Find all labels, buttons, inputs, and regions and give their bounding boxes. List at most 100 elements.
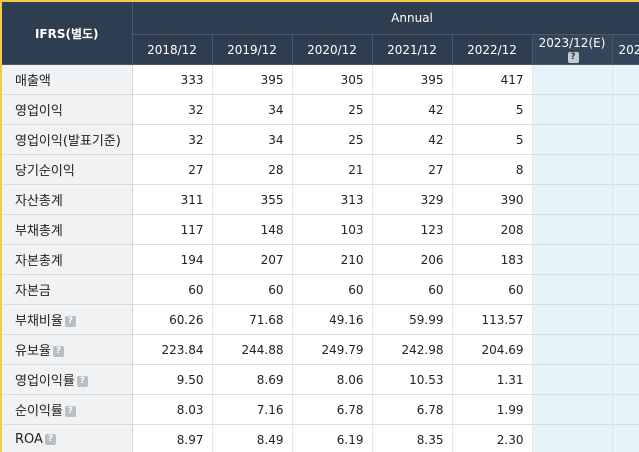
value-cell: 417 xyxy=(452,64,533,95)
estimate-cell xyxy=(612,424,639,452)
year-header: 2018/12 xyxy=(132,34,213,65)
value-cell: 60 xyxy=(452,274,533,305)
row-label-cell: 영업이익률? xyxy=(2,364,133,395)
estimate-cell xyxy=(532,154,613,185)
value-cell: 60.26 xyxy=(132,304,213,335)
estimate-year-label: 2023/12(E) xyxy=(538,35,606,50)
year-header: 2019/12 xyxy=(212,34,293,65)
estimate-cell xyxy=(612,184,639,215)
estimate-cell xyxy=(612,394,639,425)
value-cell: 117 xyxy=(132,214,213,245)
value-cell: 223.84 xyxy=(132,334,213,365)
value-cell: 8 xyxy=(452,154,533,185)
estimate-cell xyxy=(532,334,613,365)
row-label-cell: 부채비율? xyxy=(2,304,133,335)
value-cell: 7.16 xyxy=(212,394,293,425)
row-label: 매출액 xyxy=(15,74,51,89)
year-header: 2021/12 xyxy=(372,34,453,65)
value-cell: 103 xyxy=(292,214,373,245)
estimate-cell xyxy=(612,274,639,305)
table-row: ROA? 8.97 8.49 6.19 8.35 2.30 xyxy=(2,424,639,452)
row-label: 당기순이익 xyxy=(15,164,75,179)
table-row: 유보율? 223.84 244.88 249.79 242.98 204.69 xyxy=(2,334,639,365)
estimate-cell xyxy=(612,214,639,245)
value-cell: 206 xyxy=(372,244,453,275)
corner-header: IFRS(별도) xyxy=(2,2,133,65)
value-cell: 194 xyxy=(132,244,213,275)
value-cell: 27 xyxy=(132,154,213,185)
row-label-cell: 당기순이익 xyxy=(2,154,133,185)
value-cell: 34 xyxy=(212,124,293,155)
help-icon[interactable]: ? xyxy=(567,51,579,63)
estimate-cell xyxy=(532,304,613,335)
table-row: 영업이익(발표기준) 32 34 25 42 5 xyxy=(2,124,639,155)
estimate-cell xyxy=(532,244,613,275)
value-cell: 305 xyxy=(292,64,373,95)
value-cell: 244.88 xyxy=(212,334,293,365)
row-label-cell: 영업이익(발표기준) xyxy=(2,124,133,155)
estimate-cell xyxy=(532,64,613,95)
row-label: 영업이익률 xyxy=(15,374,75,389)
value-cell: 34 xyxy=(212,94,293,125)
value-cell: 395 xyxy=(372,64,453,95)
row-label: 자본금 xyxy=(15,284,51,299)
row-label: 유보율 xyxy=(15,344,51,359)
value-cell: 183 xyxy=(452,244,533,275)
value-cell: 27 xyxy=(372,154,453,185)
estimate-cell xyxy=(612,364,639,395)
year-header: 2020/12 xyxy=(292,34,373,65)
value-cell: 333 xyxy=(132,64,213,95)
annual-group-header: Annual xyxy=(132,2,639,35)
row-label: 자산총계 xyxy=(15,194,63,209)
row-label-cell: 자본금 xyxy=(2,274,133,305)
row-label: 영업이익 xyxy=(15,104,63,119)
value-cell: 32 xyxy=(132,124,213,155)
estimate-cell xyxy=(612,154,639,185)
help-icon[interactable]: ? xyxy=(64,406,76,417)
value-cell: 6.19 xyxy=(292,424,373,452)
row-label: 자본총계 xyxy=(15,254,63,269)
table-row: 영업이익률? 9.50 8.69 8.06 10.53 1.31 xyxy=(2,364,639,395)
estimate-cell xyxy=(532,94,613,125)
help-icon[interactable]: ? xyxy=(64,316,76,327)
value-cell: 113.57 xyxy=(452,304,533,335)
value-cell: 8.35 xyxy=(372,424,453,452)
estimate-cell xyxy=(612,124,639,155)
value-cell: 355 xyxy=(212,184,293,215)
value-cell: 8.69 xyxy=(212,364,293,395)
value-cell: 71.68 xyxy=(212,304,293,335)
value-cell: 210 xyxy=(292,244,373,275)
table-row: 순이익률? 8.03 7.16 6.78 6.78 1.99 xyxy=(2,394,639,425)
row-label-cell: 매출액 xyxy=(2,64,133,95)
estimate-cell xyxy=(612,304,639,335)
table-row: 자산총계 311 355 313 329 390 xyxy=(2,184,639,215)
value-cell: 42 xyxy=(372,94,453,125)
estimate-cell xyxy=(532,124,613,155)
help-icon[interactable]: ? xyxy=(52,346,64,357)
value-cell: 25 xyxy=(292,94,373,125)
estimate-cell xyxy=(532,184,613,215)
estimate-cell xyxy=(532,424,613,452)
value-cell: 8.06 xyxy=(292,364,373,395)
help-icon[interactable]: ? xyxy=(44,434,56,445)
value-cell: 2.30 xyxy=(452,424,533,452)
partial-year-header: 202 xyxy=(612,34,639,65)
value-cell: 313 xyxy=(292,184,373,215)
table-row: 자본총계 194 207 210 206 183 xyxy=(2,244,639,275)
row-label-cell: ROA? xyxy=(2,424,133,452)
help-icon[interactable]: ? xyxy=(76,376,88,387)
row-label: 부채총계 xyxy=(15,224,63,239)
value-cell: 390 xyxy=(452,184,533,215)
value-cell: 49.16 xyxy=(292,304,373,335)
row-label-cell: 부채총계 xyxy=(2,214,133,245)
row-label-cell: 자본총계 xyxy=(2,244,133,275)
table-row: 부채총계 117 148 103 123 208 xyxy=(2,214,639,245)
table-row: 자본금 60 60 60 60 60 xyxy=(2,274,639,305)
value-cell: 5 xyxy=(452,94,533,125)
row-label: ROA xyxy=(15,432,43,447)
value-cell: 311 xyxy=(132,184,213,215)
table-row: 당기순이익 27 28 21 27 8 xyxy=(2,154,639,185)
estimate-year-header: 2023/12(E)? xyxy=(532,34,613,65)
